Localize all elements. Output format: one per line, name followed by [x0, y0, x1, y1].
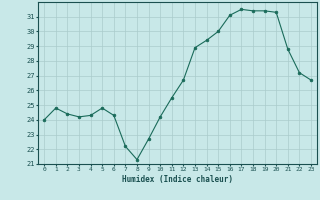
- X-axis label: Humidex (Indice chaleur): Humidex (Indice chaleur): [122, 175, 233, 184]
